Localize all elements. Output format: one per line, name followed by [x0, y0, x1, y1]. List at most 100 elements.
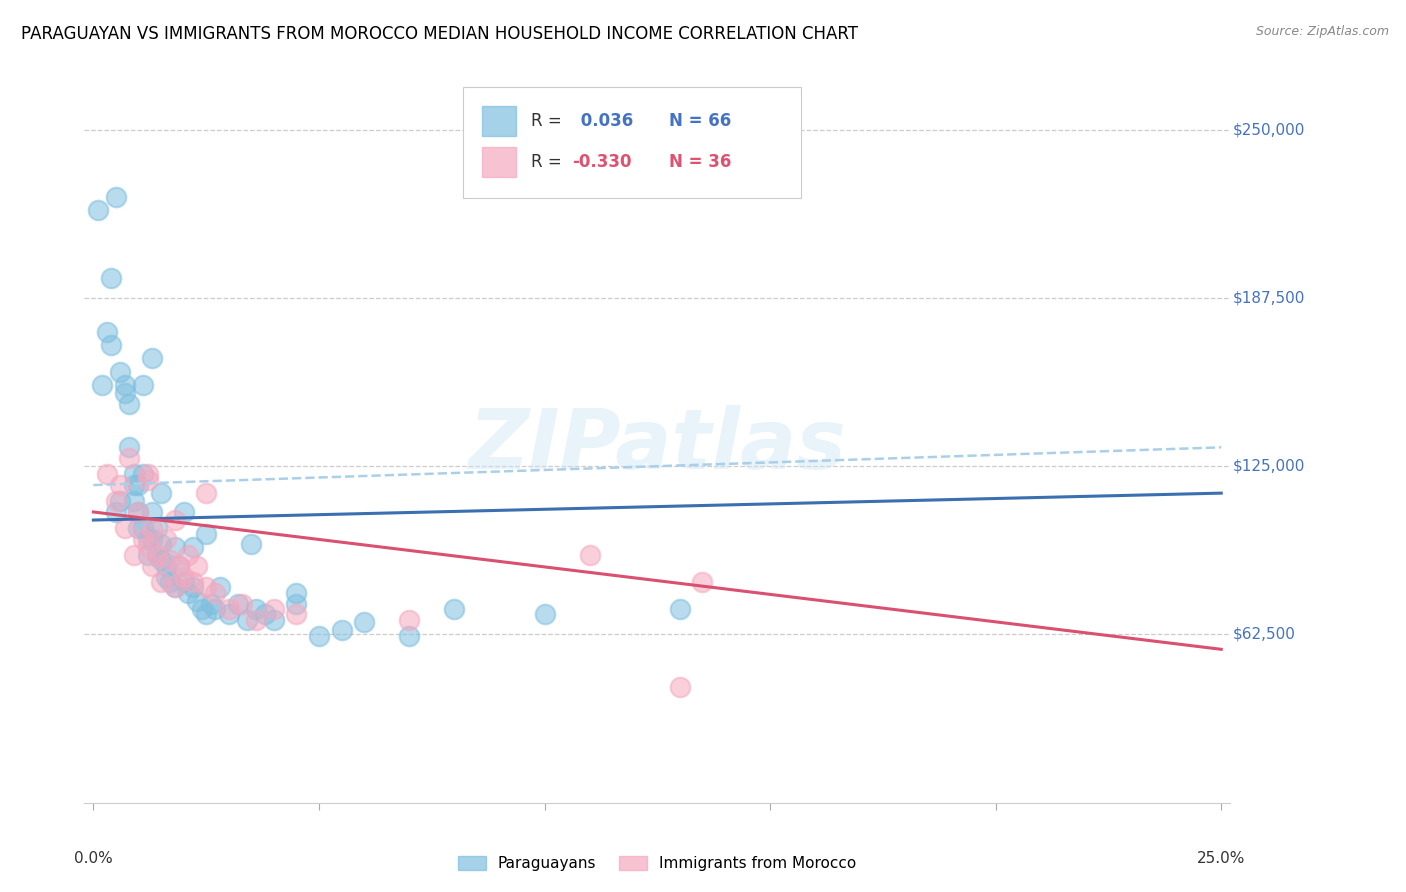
- Point: [122, 548, 145, 562]
- Point: [181, 574, 204, 589]
- Point: [186, 558, 208, 573]
- Point: [114, 521, 136, 535]
- Point: [132, 467, 155, 482]
- Point: [163, 513, 186, 527]
- Point: [132, 521, 155, 535]
- Point: [181, 540, 204, 554]
- Point: [218, 602, 240, 616]
- Point: [122, 467, 145, 482]
- Point: [96, 325, 118, 339]
- Point: [190, 602, 212, 616]
- Point: [136, 532, 159, 546]
- Point: [136, 473, 159, 487]
- Text: 0.0%: 0.0%: [75, 851, 112, 866]
- Point: [186, 594, 208, 608]
- Point: [122, 478, 145, 492]
- FancyBboxPatch shape: [482, 147, 516, 177]
- Point: [132, 378, 155, 392]
- Text: 25.0%: 25.0%: [1197, 851, 1246, 866]
- Point: [136, 467, 159, 482]
- Point: [150, 574, 173, 589]
- Point: [353, 615, 375, 630]
- Point: [173, 505, 195, 519]
- Point: [141, 521, 163, 535]
- Point: [195, 607, 218, 622]
- Text: $187,500: $187,500: [1233, 291, 1305, 305]
- Point: [285, 586, 308, 600]
- Point: [110, 365, 132, 379]
- Point: [226, 597, 249, 611]
- Point: [263, 613, 285, 627]
- Text: $125,000: $125,000: [1233, 458, 1305, 474]
- Point: [104, 505, 127, 519]
- Point: [118, 397, 141, 411]
- Point: [285, 597, 308, 611]
- Point: [100, 270, 122, 285]
- Point: [150, 553, 173, 567]
- Point: [128, 505, 150, 519]
- Point: [110, 478, 132, 492]
- Point: [236, 613, 259, 627]
- Point: [578, 548, 600, 562]
- Point: [167, 558, 190, 573]
- Point: [136, 548, 159, 562]
- Text: $62,500: $62,500: [1233, 627, 1295, 642]
- Point: [443, 602, 465, 616]
- Legend: Paraguayans, Immigrants from Morocco: Paraguayans, Immigrants from Morocco: [453, 850, 862, 877]
- Text: N = 36: N = 36: [669, 153, 731, 171]
- Point: [231, 597, 253, 611]
- Point: [114, 386, 136, 401]
- Point: [132, 532, 155, 546]
- Point: [150, 486, 173, 500]
- Point: [669, 602, 692, 616]
- Point: [533, 607, 555, 622]
- Point: [163, 540, 186, 554]
- FancyBboxPatch shape: [463, 87, 800, 198]
- Point: [96, 467, 118, 482]
- Text: N = 66: N = 66: [669, 112, 731, 129]
- Point: [136, 540, 159, 554]
- Point: [155, 558, 177, 573]
- Point: [195, 526, 218, 541]
- Point: [104, 494, 127, 508]
- Point: [204, 602, 226, 616]
- Point: [145, 521, 167, 535]
- Point: [398, 629, 420, 643]
- Text: PARAGUAYAN VS IMMIGRANTS FROM MOROCCO MEDIAN HOUSEHOLD INCOME CORRELATION CHART: PARAGUAYAN VS IMMIGRANTS FROM MOROCCO ME…: [21, 25, 858, 43]
- Point: [141, 532, 163, 546]
- Point: [330, 624, 353, 638]
- Text: -0.330: -0.330: [572, 153, 633, 171]
- Point: [253, 607, 276, 622]
- Point: [128, 505, 150, 519]
- Point: [285, 607, 308, 622]
- Point: [100, 338, 122, 352]
- Point: [118, 441, 141, 455]
- Point: [163, 580, 186, 594]
- Point: [114, 378, 136, 392]
- Point: [128, 521, 150, 535]
- Point: [669, 680, 692, 694]
- Point: [204, 586, 226, 600]
- Point: [208, 580, 231, 594]
- Point: [263, 602, 285, 616]
- Text: R =: R =: [531, 112, 567, 129]
- Text: R =: R =: [531, 153, 567, 171]
- Point: [155, 569, 177, 583]
- Point: [181, 580, 204, 594]
- Point: [177, 586, 200, 600]
- Point: [195, 580, 218, 594]
- Text: $250,000: $250,000: [1233, 122, 1305, 137]
- Point: [240, 537, 263, 551]
- Point: [122, 494, 145, 508]
- Point: [195, 486, 218, 500]
- Point: [87, 203, 110, 218]
- Point: [177, 548, 200, 562]
- Point: [104, 190, 127, 204]
- Point: [163, 580, 186, 594]
- Point: [692, 574, 714, 589]
- Text: ZIPatlas: ZIPatlas: [468, 406, 846, 486]
- Text: Source: ZipAtlas.com: Source: ZipAtlas.com: [1256, 25, 1389, 38]
- Point: [128, 478, 150, 492]
- Point: [141, 558, 163, 573]
- Point: [218, 607, 240, 622]
